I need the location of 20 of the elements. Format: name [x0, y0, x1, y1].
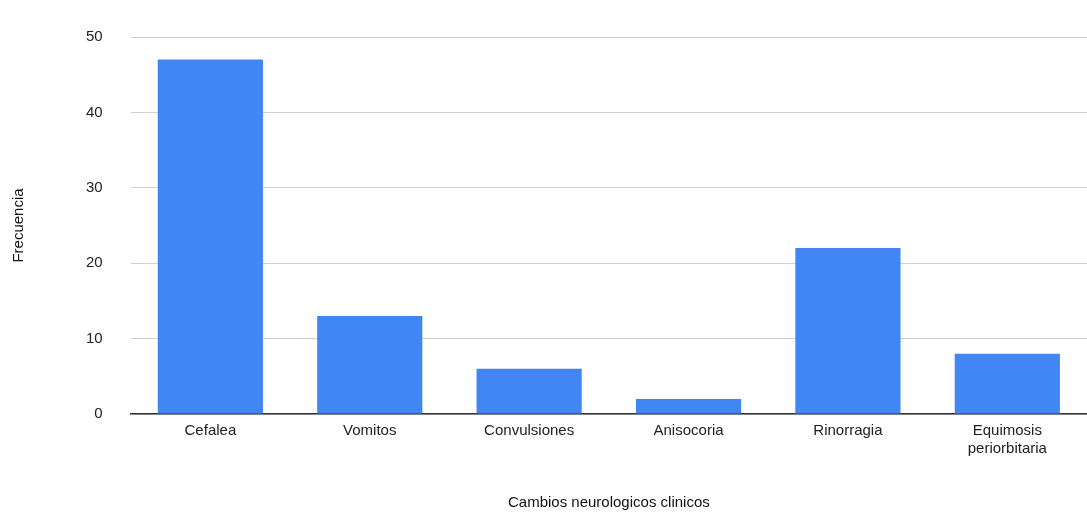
y-tick-label: 20: [86, 253, 103, 271]
bar: [954, 353, 1060, 414]
bar: [795, 248, 901, 414]
y-tick-label: 50: [86, 27, 103, 45]
bar: [635, 398, 742, 414]
bar: [476, 368, 582, 414]
x-tick-label: Rinorragia: [813, 421, 884, 439]
y-tick-label: 0: [94, 404, 103, 422]
y-tick-label: 10: [86, 328, 103, 346]
y-axis-title: Frecuencia: [9, 187, 27, 263]
y-tick-label: 30: [86, 177, 103, 195]
x-tick-label: Convulsiones: [484, 421, 575, 439]
x-axis-title: Cambios neurologicos clinicos: [507, 493, 710, 511]
bar: [317, 315, 423, 414]
y-tick-label: 40: [86, 102, 103, 120]
x-tick-label: Vomitos: [343, 421, 397, 439]
x-tick-label: Equimosis periorbitaria: [967, 421, 1048, 457]
x-tick-label: Cefalea: [184, 421, 237, 439]
bar: [157, 59, 263, 414]
x-tick-label: Anisocoria: [653, 421, 725, 439]
